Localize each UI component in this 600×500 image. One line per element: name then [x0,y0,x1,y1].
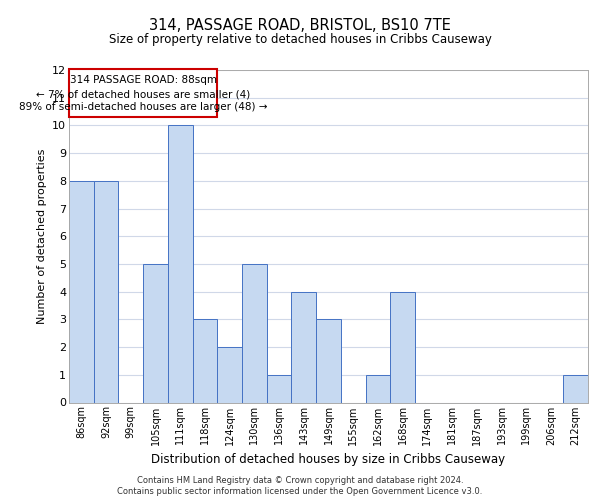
Bar [292,292,316,403]
Bar [217,347,242,403]
X-axis label: Distribution of detached houses by size in Cribbs Causeway: Distribution of detached houses by size … [151,453,506,466]
Bar [390,292,415,403]
Text: 314, PASSAGE ROAD, BRISTOL, BS10 7TE: 314, PASSAGE ROAD, BRISTOL, BS10 7TE [149,18,451,32]
Text: Size of property relative to detached houses in Cribbs Causeway: Size of property relative to detached ho… [109,32,491,46]
Bar [193,320,217,402]
Bar [94,181,118,402]
Bar [563,375,588,402]
Text: 314 PASSAGE ROAD: 88sqm: 314 PASSAGE ROAD: 88sqm [70,74,217,85]
Bar [267,375,292,402]
Text: 89% of semi-detached houses are larger (48) →: 89% of semi-detached houses are larger (… [19,102,268,113]
FancyBboxPatch shape [70,68,217,117]
Text: Contains HM Land Registry data © Crown copyright and database right 2024.: Contains HM Land Registry data © Crown c… [137,476,463,485]
Bar [69,181,94,402]
Bar [242,264,267,402]
Bar [143,264,168,402]
Y-axis label: Number of detached properties: Number of detached properties [37,148,47,324]
Bar [365,375,390,402]
Bar [316,320,341,402]
Text: Contains public sector information licensed under the Open Government Licence v3: Contains public sector information licen… [118,487,482,496]
Bar [168,126,193,402]
Text: ← 7% of detached houses are smaller (4): ← 7% of detached houses are smaller (4) [36,90,250,100]
